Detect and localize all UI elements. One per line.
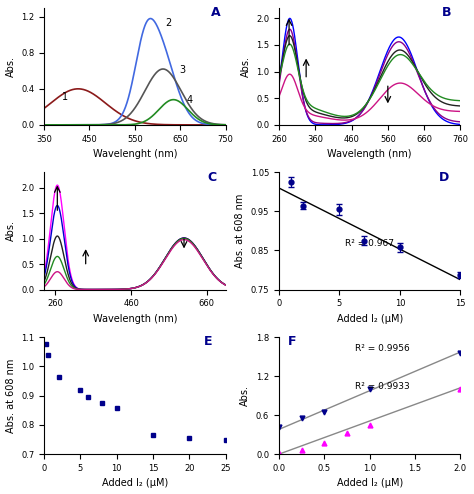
Y-axis label: Abs.: Abs. bbox=[240, 56, 250, 77]
Text: R² = 0.9933: R² = 0.9933 bbox=[355, 381, 410, 391]
Text: B: B bbox=[442, 6, 452, 19]
Text: 3: 3 bbox=[179, 65, 185, 75]
Text: E: E bbox=[204, 335, 212, 348]
Text: 4: 4 bbox=[186, 95, 192, 105]
Text: F: F bbox=[288, 335, 296, 348]
Text: A: A bbox=[211, 6, 221, 19]
X-axis label: Wavelenght (nm): Wavelenght (nm) bbox=[92, 149, 177, 159]
Text: 1: 1 bbox=[62, 92, 68, 102]
Y-axis label: Abs.: Abs. bbox=[6, 220, 16, 242]
Text: D: D bbox=[438, 170, 449, 184]
Y-axis label: Abs.: Abs. bbox=[240, 385, 250, 406]
Y-axis label: Abs.: Abs. bbox=[6, 56, 16, 77]
X-axis label: Wavelength (nm): Wavelength (nm) bbox=[328, 149, 412, 159]
Text: 2: 2 bbox=[166, 18, 172, 28]
Text: C: C bbox=[208, 170, 217, 184]
X-axis label: Added I₂ (μM): Added I₂ (μM) bbox=[337, 479, 403, 489]
Text: R² = 0.967: R² = 0.967 bbox=[346, 239, 394, 248]
Y-axis label: Abs. at 608 nm: Abs. at 608 nm bbox=[235, 194, 245, 268]
Y-axis label: Abs. at 608 nm: Abs. at 608 nm bbox=[6, 359, 16, 433]
X-axis label: Added I₂ (μM): Added I₂ (μM) bbox=[337, 314, 403, 324]
X-axis label: Added I₂ (μM): Added I₂ (μM) bbox=[102, 479, 168, 489]
Text: R² = 0.9956: R² = 0.9956 bbox=[355, 344, 410, 353]
X-axis label: Wavelength (nm): Wavelength (nm) bbox=[92, 314, 177, 324]
